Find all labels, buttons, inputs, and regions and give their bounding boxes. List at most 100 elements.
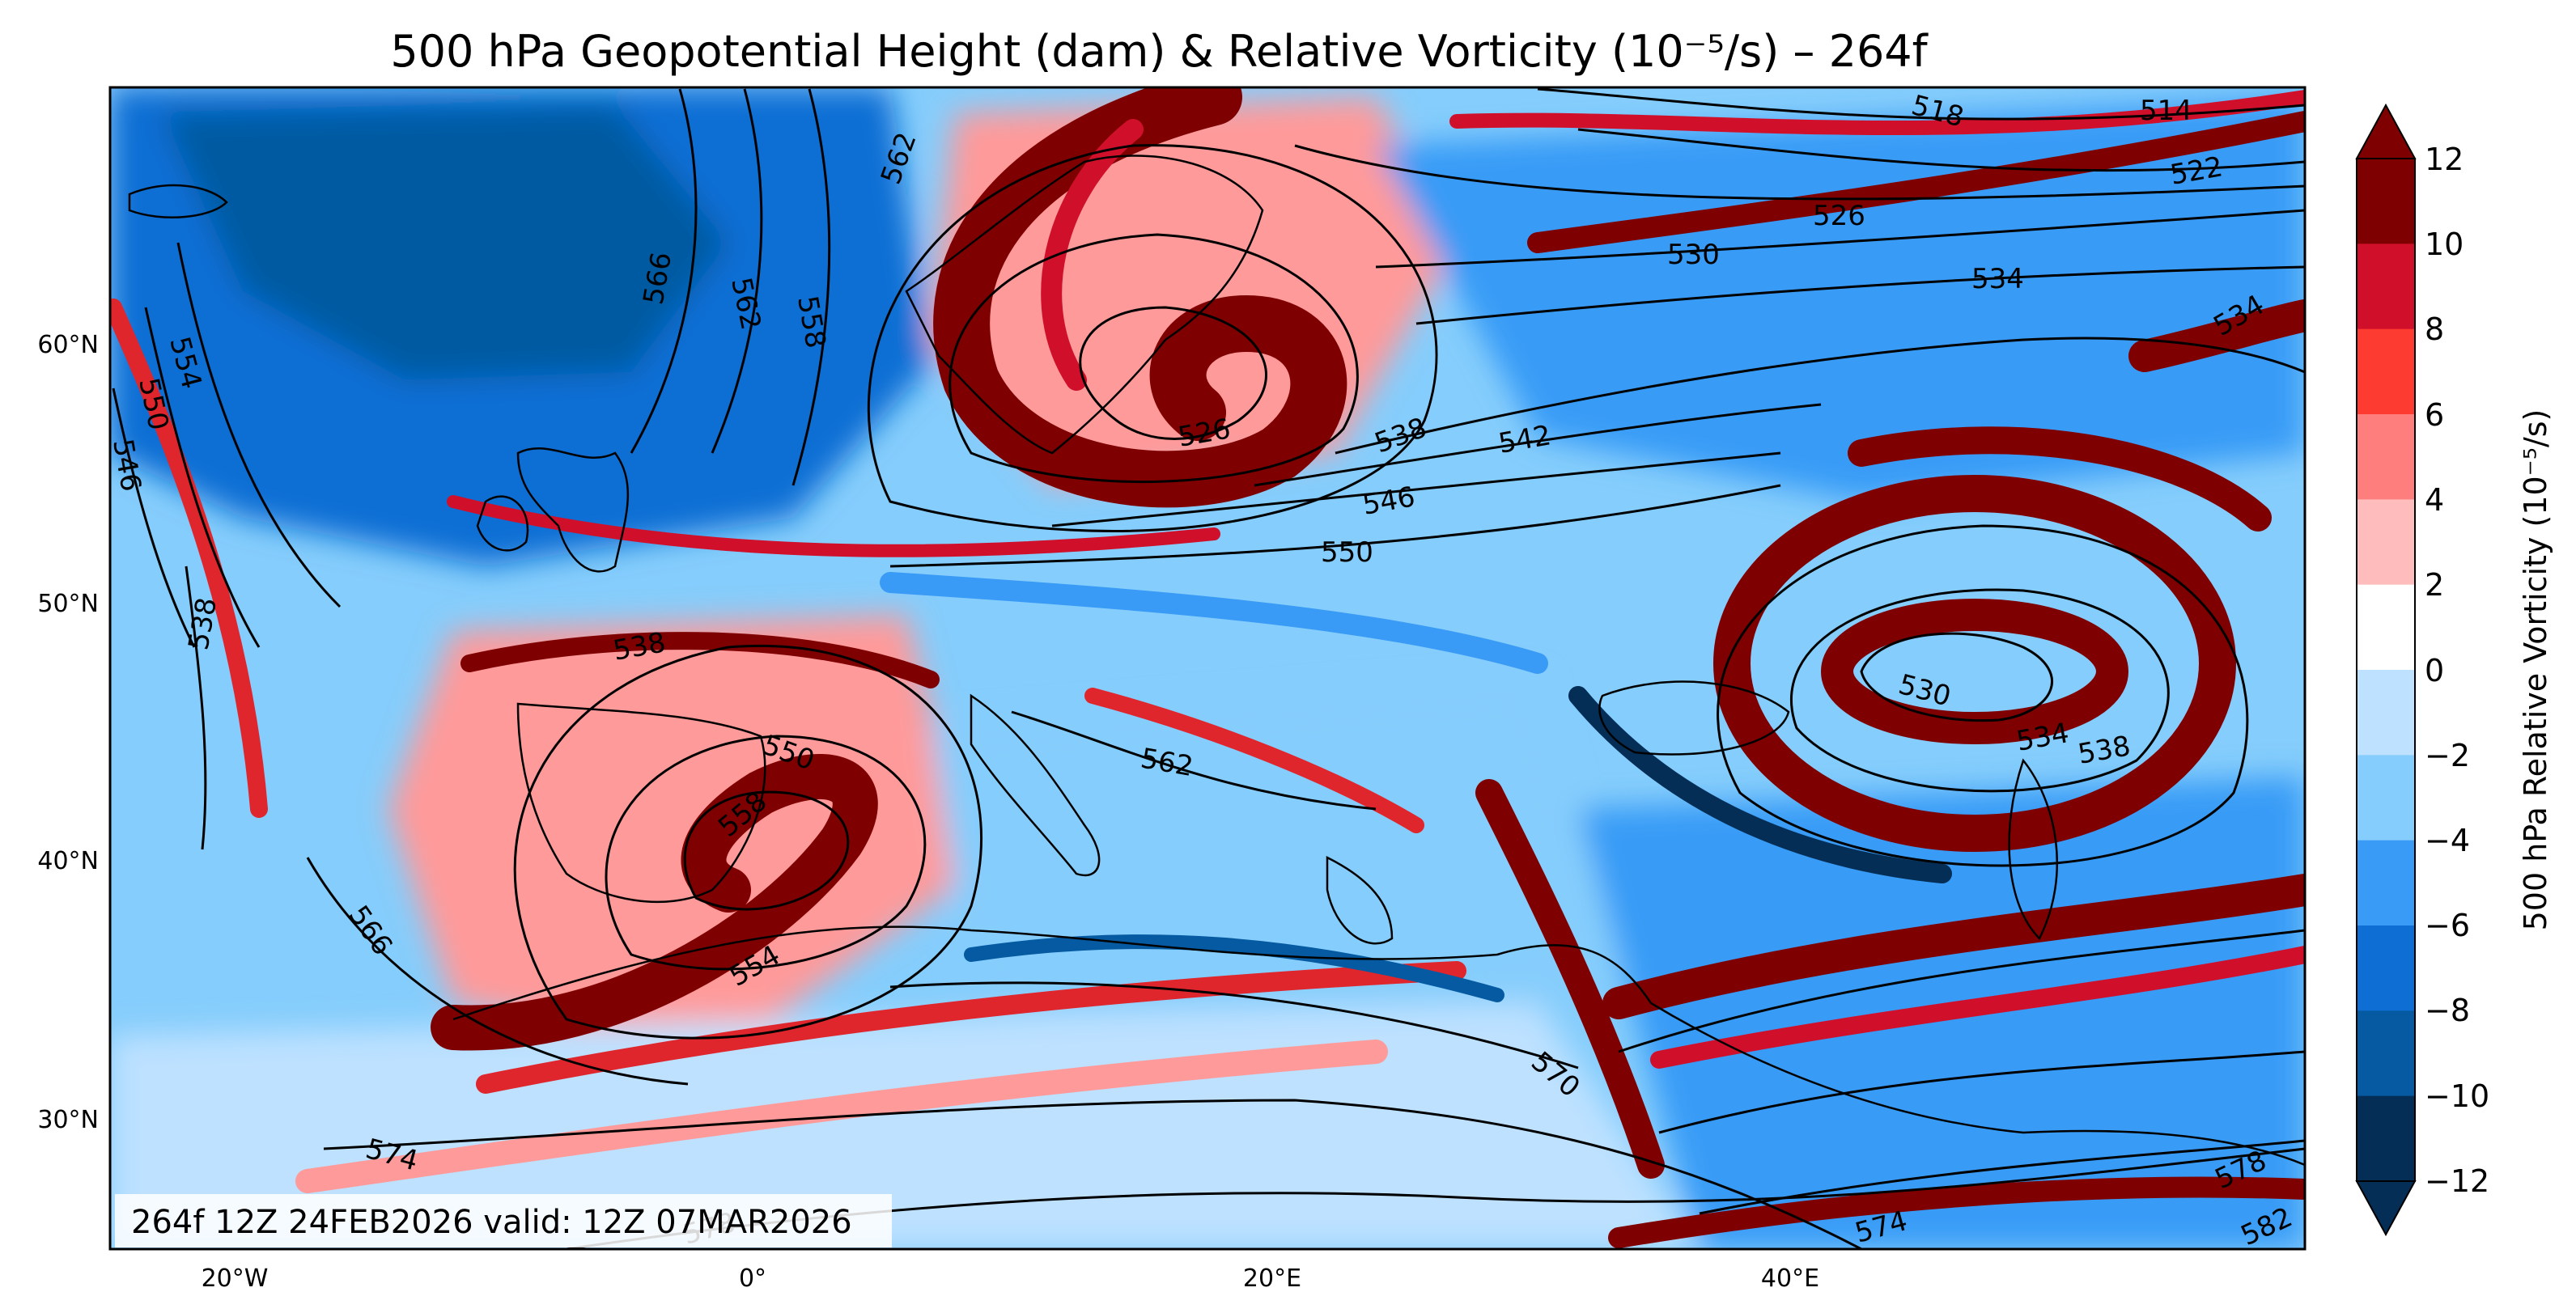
colorbar-segment xyxy=(2357,1095,2415,1182)
colorbar-tick-label: 4 xyxy=(2425,482,2444,518)
stamp-text: 264f 12Z 24FEB2026 valid: 12Z 07MAR2026 xyxy=(131,1204,852,1241)
north-africa-band xyxy=(476,961,1466,1094)
colorbar-tick-label: −4 xyxy=(2425,823,2470,858)
lat-label: 50°N xyxy=(37,590,99,618)
contour-middle-east-2 xyxy=(1658,1050,2305,1134)
colorbar-tick-label: 6 xyxy=(2425,397,2444,433)
colorbar-segment xyxy=(2357,840,2415,926)
uk-jet-band xyxy=(447,495,1220,557)
contour-label: 530 xyxy=(1667,239,1720,271)
colorbar-bottom-extension xyxy=(2355,1180,2417,1237)
map-title: 500 hPa Geopotential Height (dam) & Rela… xyxy=(390,26,1929,77)
contour-label: 550 xyxy=(1321,536,1373,569)
colorbar-tick-label: 10 xyxy=(2425,227,2464,262)
northern-jet-band xyxy=(1527,111,2305,253)
contour-546 xyxy=(1051,451,1781,527)
colorbar-segment xyxy=(2357,244,2415,330)
colorbar-frame xyxy=(2356,158,2416,1182)
contour-iberia-ring-2 xyxy=(605,735,927,971)
lat-label: 40°N xyxy=(37,847,99,875)
caspian-coast xyxy=(2008,758,2059,941)
contour-518 xyxy=(1537,87,2305,121)
contour-label: 534 xyxy=(1971,263,2024,295)
scandinavia-coast xyxy=(905,155,1264,455)
colorbar-segment xyxy=(2357,670,2415,756)
contour-labels: 554 550 546 538 566 562 558 562 518 514 … xyxy=(110,89,2298,1249)
contour-574 xyxy=(323,1099,1862,1249)
height-contours xyxy=(112,87,2305,1249)
blue-band-med xyxy=(964,934,1504,1002)
contour-534 xyxy=(1415,265,2305,325)
colorbar-segment xyxy=(2357,925,2415,1011)
contour-526 xyxy=(1294,144,2305,201)
contour-cutoff-ring-3 xyxy=(1717,524,2249,867)
saharan-band xyxy=(295,1040,1388,1193)
iberia-coast xyxy=(516,702,766,904)
ireland-coast xyxy=(476,495,529,552)
contour-cutoff-ring-2 xyxy=(1790,588,2170,793)
contour-570 xyxy=(889,981,1579,1069)
colorbar-tick-label: 12 xyxy=(2425,142,2464,177)
blue-band-east xyxy=(1568,686,1952,883)
uk-coast xyxy=(516,447,630,573)
eastern-europe-region xyxy=(1376,97,2305,502)
colorbar-tick-label: 2 xyxy=(2425,567,2444,603)
colorbar-segment xyxy=(2357,755,2415,841)
iberia-arc-band xyxy=(460,632,940,688)
cutoff-low-arc xyxy=(1848,426,2272,532)
atlantic-west-band xyxy=(110,299,268,818)
contour-550 xyxy=(889,484,1781,568)
greece-coast xyxy=(1326,855,1394,945)
colorbar-tick-label: −12 xyxy=(2425,1163,2489,1199)
colorbar-segment xyxy=(2357,414,2415,500)
arabia-band xyxy=(1608,1176,2305,1248)
colorbar-segments xyxy=(2357,159,2415,1182)
contour-middle-east-1 xyxy=(1618,929,2305,1053)
coastlines xyxy=(128,155,2305,1167)
colorbar-top-extension xyxy=(2355,103,2417,159)
lon-label: 20°E xyxy=(1243,1264,1301,1293)
north-atlantic-dark-region xyxy=(162,105,728,380)
blue-band-europe xyxy=(880,572,1548,674)
contour-scand-ring-1 xyxy=(1079,306,1267,440)
lat-label: 60°N xyxy=(37,331,99,359)
colorbar-label: 500 hPa Relative Vorticity (10⁻⁵/s) xyxy=(2518,409,2553,931)
colorbar: 12 10 8 6 4 2 0 −2 −4 −6 −8 −10 −12 500 … xyxy=(2355,103,2553,1237)
iberia-region xyxy=(388,615,971,1052)
contour-ridge-566 xyxy=(306,857,689,1086)
contour-atlantic-558 xyxy=(791,88,831,486)
contour-iberia-ring-3 xyxy=(513,645,982,1040)
contour-scand-ring-3 xyxy=(867,144,1438,532)
contour-atlantic-550 xyxy=(144,307,261,648)
contour-label: 514 xyxy=(2140,95,2192,127)
longitude-labels: 20°W 0° 20°E 40°E xyxy=(202,1264,1819,1293)
balkan-band xyxy=(1084,688,1424,833)
contour-label: 526 xyxy=(1813,200,1865,232)
cutoff-low-ring-inner xyxy=(1821,599,2128,744)
lon-label: 40°E xyxy=(1761,1264,1819,1293)
levant-band xyxy=(1475,779,1665,1179)
colorbar-segment xyxy=(2357,499,2415,586)
contour-atlantic-562 xyxy=(711,88,763,454)
cutoff-low-ring-outer xyxy=(1713,475,2236,852)
lon-label: 0° xyxy=(739,1264,766,1293)
colorbar-segment xyxy=(2357,159,2415,244)
contour-iberia-ring-1 xyxy=(683,790,850,911)
colorbar-tick-label: −2 xyxy=(2425,738,2470,773)
colorbar-ticks: 12 10 8 6 4 2 0 −2 −4 −6 −8 −10 −12 xyxy=(2425,142,2489,1199)
latitude-labels: 60°N 50°N 40°N 30°N xyxy=(37,331,99,1134)
lon-label: 20°W xyxy=(202,1264,269,1293)
colorbar-tick-label: −6 xyxy=(2425,908,2470,943)
map-frame xyxy=(108,86,2307,1251)
northeast-band xyxy=(2128,299,2305,372)
middle-east-band-2 xyxy=(1650,946,2305,1069)
contour-atlantic-554 xyxy=(176,242,342,608)
colorbar-segment xyxy=(2357,584,2415,671)
contour-atlantic-546 xyxy=(112,388,196,648)
iberia-spiral-band xyxy=(431,754,878,1051)
colorbar-tick-label: 0 xyxy=(2425,653,2444,688)
north-africa-coast xyxy=(452,925,1653,1021)
lat-label: 30°N xyxy=(37,1106,99,1134)
contour-scand-ring-2 xyxy=(948,233,1359,483)
